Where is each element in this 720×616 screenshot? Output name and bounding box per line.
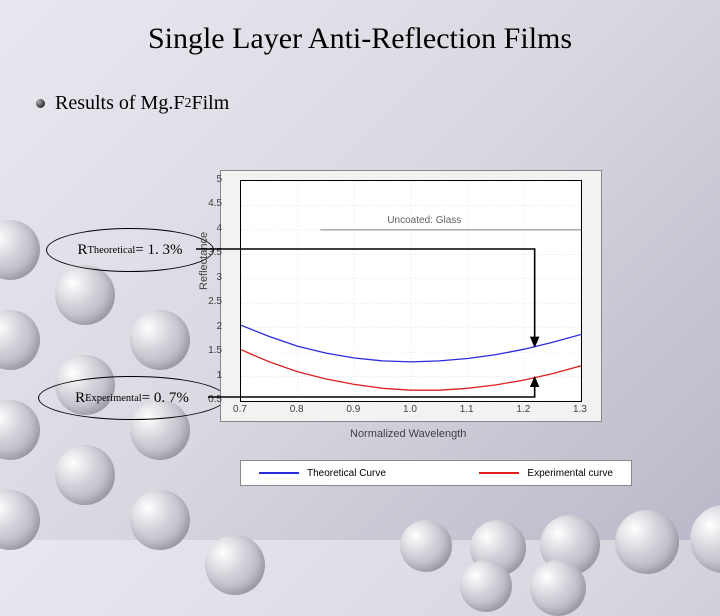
callout-arrows xyxy=(0,0,720,540)
slide-content: Single Layer Anti-Reflection Films Resul… xyxy=(0,0,720,540)
